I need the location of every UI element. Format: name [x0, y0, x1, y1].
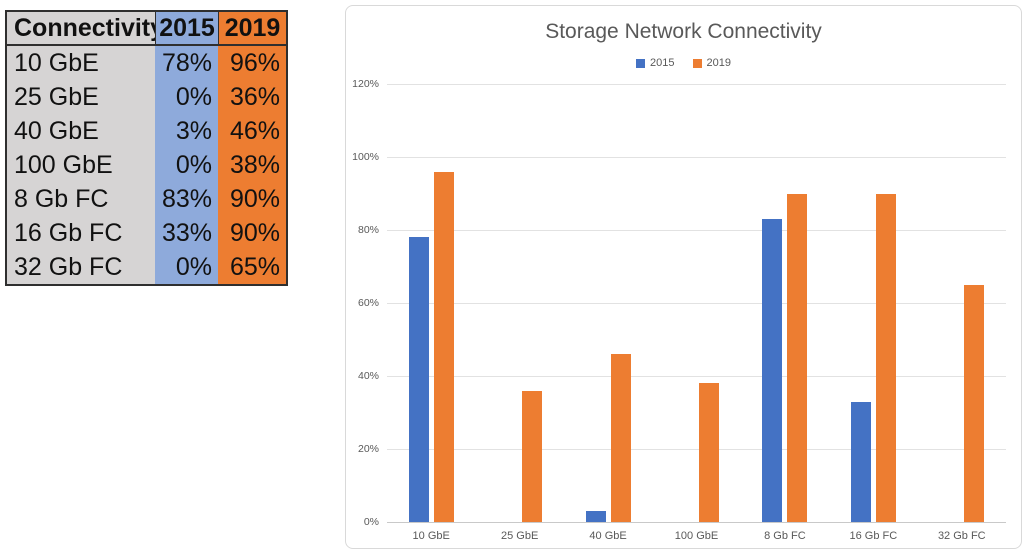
- gridline: [387, 449, 1006, 450]
- value-2019: 90%: [218, 182, 286, 216]
- table-row: 40 GbE 3% 46%: [7, 114, 286, 148]
- bar-2015-8-gb-fc: [762, 219, 783, 522]
- bar-2015-16-gb-fc: [850, 401, 871, 522]
- legend-label: 2019: [706, 57, 731, 69]
- gridline: [387, 376, 1006, 377]
- row-label: 32 Gb FC: [7, 250, 155, 284]
- row-label: 10 GbE: [7, 46, 155, 80]
- table-row: 100 GbE 0% 38%: [7, 148, 286, 182]
- table-row: 16 Gb FC 33% 90%: [7, 216, 286, 250]
- table-row: 25 GbE 0% 36%: [7, 80, 286, 114]
- legend-swatch-icon: [692, 58, 702, 68]
- y-tick-label: 20%: [357, 443, 379, 455]
- x-tick-label: 25 GbE: [500, 530, 539, 542]
- table-header-connectivity: Connectivity: [7, 12, 155, 44]
- chart-title: Storage Network Connectivity: [545, 20, 822, 43]
- bar-2015-10-gbe: [408, 237, 429, 522]
- value-2019: 36%: [218, 80, 286, 114]
- legend-item-2015: 2015: [636, 57, 675, 69]
- y-tick-label: 40%: [357, 370, 379, 382]
- value-2015: 3%: [155, 114, 218, 148]
- value-2015: 33%: [155, 216, 218, 250]
- connectivity-table: Connectivity 2015 2019 10 GbE 78% 96% 25 Gb…: [5, 10, 288, 286]
- table-row: 8 Gb FC 83% 90%: [7, 182, 286, 216]
- gridline: [387, 230, 1006, 231]
- bar-2019-100-gbe: [699, 383, 719, 522]
- bar-2019-10-gbe: [433, 171, 454, 522]
- bar-2019-16-gb-fc: [875, 193, 896, 522]
- row-label: 100 GbE: [7, 148, 155, 182]
- y-tick-label: 100%: [352, 151, 379, 163]
- bar-2019-40-gbe: [610, 354, 631, 522]
- y-tick-label: 120%: [352, 78, 379, 90]
- row-label: 40 GbE: [7, 114, 155, 148]
- value-2015: 0%: [155, 148, 218, 182]
- table-header-row: Connectivity 2015 2019: [7, 12, 286, 46]
- y-tick-label: 80%: [357, 224, 379, 236]
- value-2015: 0%: [155, 250, 218, 284]
- x-tick-label: 8 Gb FC: [764, 530, 806, 542]
- bar-2019-25-gbe: [522, 390, 543, 522]
- value-2019: 46%: [218, 114, 286, 148]
- table-row: 10 GbE 78% 96%: [7, 46, 286, 80]
- value-2019: 65%: [218, 250, 286, 284]
- x-axis-line: [387, 522, 1006, 523]
- value-2019: 96%: [218, 46, 286, 80]
- row-label: 16 Gb FC: [7, 216, 155, 250]
- legend-swatch-icon: [636, 58, 646, 68]
- value-2015: 78%: [155, 46, 218, 80]
- y-tick-label: 0%: [363, 516, 379, 528]
- x-tick-label: 32 Gb FC: [937, 530, 986, 542]
- legend-label: 2015: [650, 57, 675, 69]
- table-header-2015: 2015: [155, 12, 218, 44]
- table-row: 32 Gb FC 0% 65%: [7, 250, 286, 284]
- gridline: [387, 84, 1006, 85]
- y-tick-label: 60%: [357, 297, 379, 309]
- chart-panel: Storage Network Connectivity 2015 2019 0%…: [345, 5, 1022, 549]
- row-label: 25 GbE: [7, 80, 155, 114]
- legend-item-2019: 2019: [692, 57, 731, 69]
- x-tick-label: 16 Gb FC: [849, 530, 898, 542]
- value-2019: 38%: [218, 148, 286, 182]
- gridline: [387, 303, 1006, 304]
- row-label: 8 Gb FC: [7, 182, 155, 216]
- chart-legend: 2015 2019: [346, 57, 1021, 69]
- bar-2019-8-gb-fc: [787, 193, 808, 522]
- x-tick-label: 10 GbE: [412, 530, 450, 542]
- value-2015: 83%: [155, 182, 218, 216]
- table-header-2019: 2019: [218, 12, 286, 44]
- value-2015: 0%: [155, 80, 218, 114]
- bar-2015-40-gbe: [585, 511, 606, 522]
- bar-2019-32-gb-fc: [964, 284, 985, 522]
- gridline: [387, 157, 1006, 158]
- x-tick-label: 100 GbE: [674, 530, 719, 542]
- x-tick-label: 40 GbE: [589, 530, 627, 542]
- value-2019: 90%: [218, 216, 286, 250]
